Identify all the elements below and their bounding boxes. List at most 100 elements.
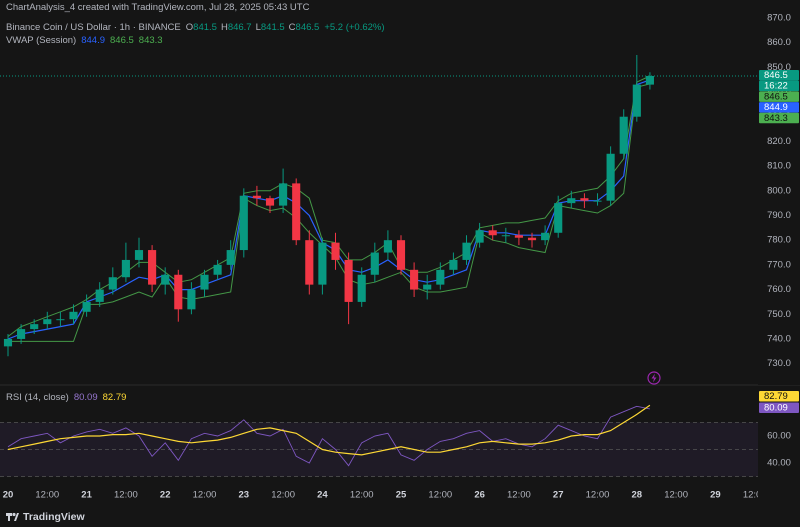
- price-badge: [759, 80, 799, 92]
- header: ChartAnalysis_4 created with TradingView…: [6, 2, 309, 13]
- candle-body: [213, 264, 222, 275]
- candle-body: [318, 242, 327, 285]
- candle-body: [383, 240, 392, 253]
- ohlc-letter: O: [185, 22, 194, 33]
- vwap-lower: 843.3: [138, 35, 163, 46]
- price-badge: [759, 69, 799, 81]
- vwap-lower-band: [8, 83, 651, 342]
- y-tick-label: 770.0: [767, 259, 791, 270]
- rsi-badge-label: 82.79: [764, 391, 788, 402]
- candle-body: [30, 324, 39, 330]
- y-tick-label: 870.0: [767, 12, 791, 23]
- x-tick-label: 12:00: [193, 490, 217, 501]
- price-badge-label: 846.5: [764, 70, 788, 81]
- price-legend: Binance Coin / US Dollar · 1h · BINANCE …: [6, 22, 385, 33]
- candle-body: [554, 203, 563, 233]
- candle-body: [396, 240, 406, 270]
- candle-body: [580, 198, 589, 201]
- y-tick-label: 780.0: [767, 235, 791, 246]
- price-badge-label: 844.9: [764, 102, 788, 113]
- candle-body: [148, 250, 157, 285]
- candle-body: [514, 235, 523, 238]
- candle-body: [423, 284, 432, 290]
- candle-body: [410, 269, 419, 290]
- y-tick-label: 60.00: [767, 431, 791, 442]
- rsi-line: [7, 405, 650, 467]
- footer-brand: TradingView: [23, 511, 85, 523]
- candle-body: [187, 289, 196, 310]
- ohlc-item: H846.7: [221, 22, 252, 33]
- candle-body: [541, 232, 550, 241]
- price-badge: [759, 112, 799, 124]
- candle-body: [239, 195, 248, 251]
- ohlc-item: L841.5: [256, 22, 285, 33]
- x-tick-label: 28: [632, 490, 643, 501]
- candle-body: [200, 274, 209, 290]
- vwap-value: 844.9: [81, 35, 105, 46]
- y-tick-label: 810.0: [767, 161, 791, 172]
- rsi-badge: [759, 391, 799, 402]
- candle-body: [17, 329, 26, 339]
- candle-body: [619, 116, 628, 154]
- candle-body: [161, 274, 170, 285]
- candle-body: [436, 269, 445, 285]
- candle-body: [488, 230, 497, 236]
- candle-body: [95, 289, 104, 302]
- x-tick-label: 25: [396, 490, 407, 501]
- candle-body: [121, 259, 130, 278]
- x-tick-label: 12:00: [586, 490, 610, 501]
- y-tick-label: 800.0: [767, 185, 791, 196]
- x-tick-label: 26: [474, 490, 485, 501]
- x-tick-label: 20: [3, 490, 14, 501]
- candle-body: [69, 311, 78, 320]
- candle-body: [449, 259, 458, 270]
- candle-body: [305, 240, 314, 285]
- x-tick-label: 22: [160, 490, 171, 501]
- x-tick-label: 12:00: [664, 490, 688, 501]
- ohlc-item: O841.5: [186, 22, 217, 33]
- x-tick-label: 12:00: [35, 490, 59, 501]
- price-badge: [759, 102, 799, 113]
- x-tick-label: 12:00: [743, 490, 767, 501]
- price-badge: [759, 91, 799, 102]
- candle-body: [357, 274, 366, 302]
- header-text: ChartAnalysis_4 created with TradingView…: [6, 2, 310, 13]
- x-tick-label: 12:00: [271, 490, 295, 501]
- ohlc-letter: H: [220, 22, 228, 33]
- rsi-legend: RSI (14, close) 80.09 82.79: [6, 392, 126, 403]
- y-tick-label: 730.0: [767, 358, 791, 369]
- candle-body: [567, 198, 576, 204]
- y-tick-label: 740.0: [767, 333, 791, 344]
- candle-body: [134, 250, 144, 260]
- ohlc-letter: C: [288, 22, 296, 33]
- rsi-ma-line: [7, 404, 651, 456]
- x-tick-label: 21: [81, 490, 92, 501]
- candle-body: [645, 75, 654, 85]
- x-tick-label: 12:00: [114, 490, 138, 501]
- rsi-value: 80.09: [73, 392, 98, 403]
- y-tick-label: 750.0: [767, 309, 791, 320]
- alert-icon: [647, 371, 661, 385]
- y-tick-label: 760.0: [767, 284, 791, 295]
- candle-body: [527, 237, 537, 241]
- price-badge-label: 846.5: [764, 91, 788, 102]
- y-tick-label: 860.0: [767, 37, 791, 48]
- x-tick-label: 23: [239, 490, 250, 501]
- price-badge-label: 843.3: [764, 113, 788, 124]
- candle-body: [265, 198, 275, 206]
- candle-body: [593, 200, 602, 202]
- y-tick-label: 790.0: [767, 210, 791, 221]
- rsi-ma-value: 82.79: [102, 392, 127, 403]
- rsi-badge: [759, 402, 799, 413]
- x-tick-label: 24: [317, 490, 328, 501]
- vwap-legend: VWAP (Session) 844.9 846.5 843.3: [6, 35, 163, 46]
- candle-body: [252, 195, 261, 199]
- candle-body: [344, 259, 353, 302]
- candle-body: [279, 183, 288, 206]
- candle-body: [331, 242, 340, 260]
- vwap-upper: 846.5: [110, 35, 134, 46]
- ohlc-value: 846.7: [227, 22, 252, 33]
- ohlc: O841.5 H846.7 L841.5 C846.5: [186, 22, 320, 33]
- x-tick-label: 29: [710, 490, 721, 501]
